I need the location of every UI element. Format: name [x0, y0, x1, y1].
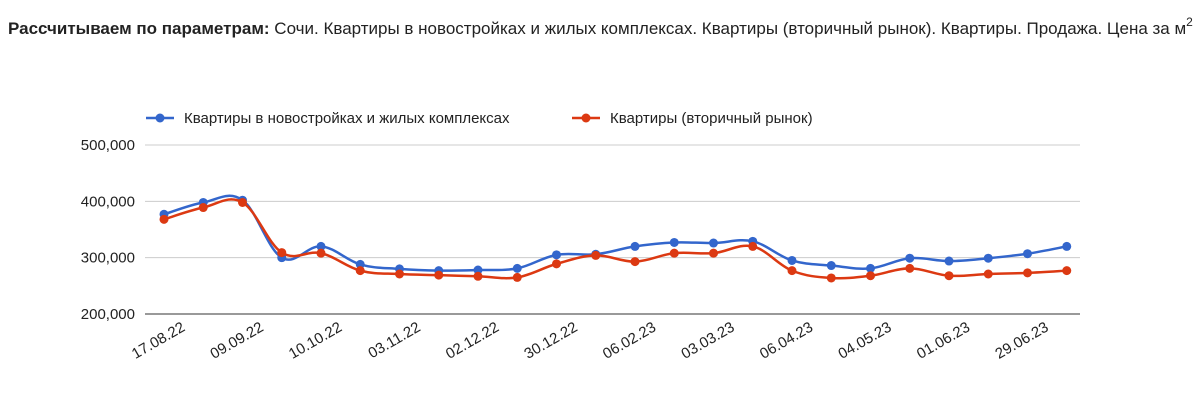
data-point[interactable]	[238, 197, 247, 207]
data-point[interactable]	[473, 271, 483, 281]
data-point[interactable]	[787, 255, 797, 265]
series-lines	[159, 194, 1072, 283]
x-tick-label: 29.06.23	[992, 319, 1051, 363]
legend-label: Квартиры (вторичный рынок)	[610, 110, 813, 127]
data-point[interactable]	[826, 273, 836, 283]
parameters-text: Рассчитываем по параметрам: Сочи. Кварти…	[8, 14, 1193, 44]
data-point[interactable]	[905, 263, 915, 273]
x-tick-label: 06.04.23	[757, 319, 816, 363]
data-point[interactable]	[669, 237, 679, 247]
data-point[interactable]	[552, 259, 561, 269]
y-tick-label: 200,000	[81, 306, 135, 323]
data-point[interactable]	[944, 271, 954, 281]
y-tick-label: 300,000	[81, 250, 135, 267]
data-point[interactable]	[473, 265, 483, 275]
series-line	[163, 198, 1067, 280]
data-point[interactable]	[1062, 241, 1072, 251]
legend-label: Квартиры в новостройках и жилых комплекс…	[184, 110, 510, 127]
data-point[interactable]	[395, 269, 404, 279]
data-point[interactable]	[630, 241, 640, 251]
data-point[interactable]	[630, 257, 640, 267]
legend-marker	[581, 113, 591, 123]
y-axis-ticks: 500,000 400,000 300,000 200,000	[81, 137, 135, 323]
x-tick-label: 06.02.23	[600, 319, 659, 363]
data-point[interactable]	[983, 269, 993, 279]
data-point[interactable]	[355, 259, 365, 269]
data-point[interactable]	[277, 248, 287, 258]
data-point[interactable]	[709, 248, 718, 258]
data-point[interactable]	[866, 271, 875, 281]
legend-item-1[interactable]: Квартиры в новостройках и жилых комплекс…	[146, 110, 510, 127]
data-point[interactable]	[669, 248, 679, 258]
x-tick-label: 04.05.23	[835, 319, 894, 363]
data-point[interactable]	[316, 241, 326, 251]
data-point[interactable]	[198, 203, 208, 213]
data-point[interactable]	[709, 238, 718, 248]
data-point[interactable]	[826, 261, 836, 271]
x-tick-label: 30.12.22	[521, 319, 580, 363]
x-tick-label: 17.08.22	[129, 319, 188, 363]
data-point[interactable]	[355, 266, 365, 276]
data-point[interactable]	[1023, 268, 1032, 278]
data-point[interactable]	[905, 253, 915, 263]
legend-marker	[155, 113, 165, 123]
y-tick-label: 500,000	[81, 137, 135, 154]
series-1	[159, 194, 1072, 276]
data-point[interactable]	[866, 263, 875, 273]
data-point[interactable]	[1023, 249, 1032, 259]
x-axis-ticks: 17.08.22 09.09.22 10.10.22 03.11.22 02.12.22…	[129, 319, 1052, 363]
data-point[interactable]	[512, 263, 522, 273]
data-point[interactable]	[591, 250, 601, 260]
x-tick-label: 10.10.22	[286, 319, 345, 363]
data-point[interactable]	[1062, 266, 1072, 276]
unit-superscript: 2	[1186, 15, 1193, 29]
parameters-value: Сочи. Квартиры в новостройках и жилых ко…	[274, 19, 1187, 38]
x-tick-label: 03.03.23	[678, 319, 737, 363]
data-point[interactable]	[552, 250, 561, 260]
data-point[interactable]	[159, 214, 169, 224]
x-tick-label: 09.09.22	[207, 319, 266, 363]
y-tick-label: 400,000	[81, 193, 135, 210]
data-point[interactable]	[748, 241, 758, 251]
legend[interactable]: Квартиры в новостройках и жилых комплекс…	[146, 110, 813, 127]
data-point[interactable]	[787, 266, 797, 276]
data-point[interactable]	[316, 248, 326, 258]
grid-lines	[145, 144, 1080, 315]
x-tick-label: 03.11.22	[365, 319, 423, 362]
data-point[interactable]	[512, 272, 522, 282]
data-point[interactable]	[983, 253, 993, 263]
data-point[interactable]	[944, 256, 954, 266]
parameters-label: Рассчитываем по параметрам:	[8, 19, 270, 38]
x-tick-label: 01.06.23	[914, 319, 973, 363]
data-point[interactable]	[434, 270, 444, 280]
x-tick-label: 02.12.22	[443, 319, 502, 363]
series-2	[159, 197, 1072, 283]
legend-item-2[interactable]: Квартиры (вторичный рынок)	[572, 110, 813, 127]
